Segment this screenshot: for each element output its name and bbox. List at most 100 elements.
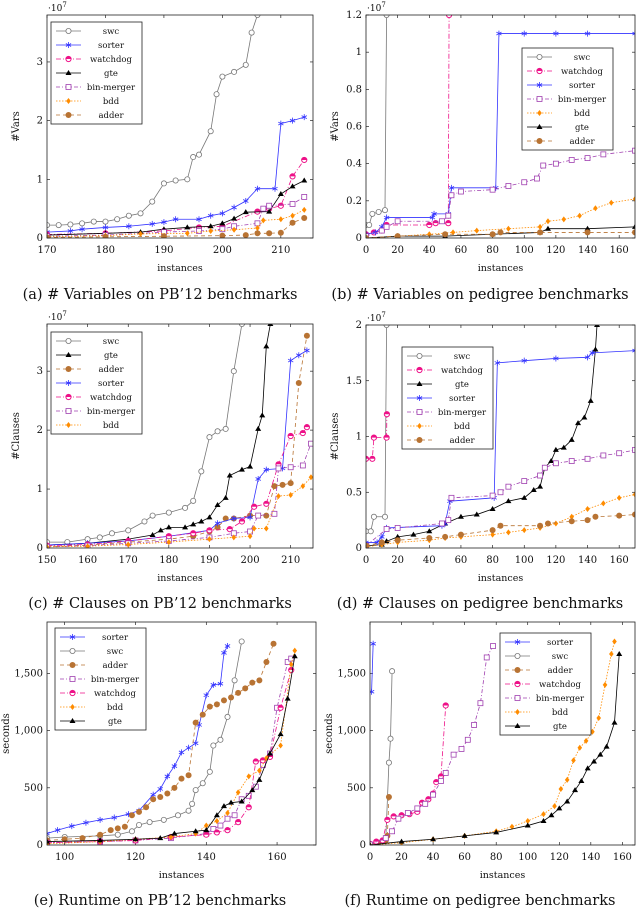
data-point-gte xyxy=(157,835,164,841)
data-point-adder xyxy=(256,677,263,684)
data-point-adder xyxy=(394,233,401,238)
data-point-bin-merger xyxy=(217,822,224,829)
data-point-bin-merger xyxy=(458,746,465,752)
data-point-sorter xyxy=(584,30,591,37)
data-point-sorter xyxy=(278,120,284,127)
data-point-sorter xyxy=(214,520,221,527)
data-point-watchdog-fill xyxy=(125,538,131,541)
data-point-adder xyxy=(114,825,121,832)
chart-d: 0 20 40 60 80 100 120 140 160 0 0.5 1 1.5 2 ·107 instan… xyxy=(330,311,636,584)
data-point-bin-merger xyxy=(224,815,231,822)
data-point-gte xyxy=(560,444,567,450)
data-point-swc xyxy=(387,735,394,742)
x-tick-label: 200 xyxy=(241,555,260,566)
data-point-adder xyxy=(378,539,385,546)
x-tick-label: 120 xyxy=(546,245,565,256)
data-point-watchdog-fill xyxy=(438,773,444,777)
data-point-adder xyxy=(270,640,277,647)
data-point-bin-merger xyxy=(252,783,259,790)
data-point-gte xyxy=(256,776,263,782)
data-point-bin-merger xyxy=(505,183,512,189)
data-point-sorter xyxy=(219,210,226,217)
data-point-swc xyxy=(136,821,143,828)
data-point-bin-merger xyxy=(422,800,429,807)
data-point-swc xyxy=(199,780,206,787)
data-point-watchdog-fill xyxy=(190,530,196,534)
series-line-bdd xyxy=(47,209,305,238)
data-point-adder xyxy=(254,230,261,237)
data-point-bin-merger xyxy=(382,835,389,842)
data-point-gte xyxy=(255,425,262,431)
data-point-bin-merger xyxy=(395,815,402,822)
legend-marker-bdd xyxy=(515,709,520,715)
data-point-bdd xyxy=(525,817,531,824)
legend-label: sorter xyxy=(102,633,129,643)
legend-marker-sorter xyxy=(416,395,423,401)
legend-label: bdd xyxy=(574,109,591,119)
data-point-gte xyxy=(242,209,249,215)
series-line-bdd xyxy=(366,494,635,548)
caption-a: (a) # Variables on PB’12 benchmarks xyxy=(22,287,298,303)
legend-marker-swc xyxy=(65,27,72,34)
data-point-sorter xyxy=(224,643,231,650)
data-point-bin-merger xyxy=(299,462,306,469)
data-point-adder xyxy=(489,527,496,534)
data-point-swc xyxy=(206,768,213,775)
data-point-watchdog-fill xyxy=(300,430,306,434)
data-point-bdd xyxy=(609,651,614,658)
data-point-sorter xyxy=(289,117,296,124)
data-point-swc xyxy=(231,68,238,75)
data-point-adder xyxy=(568,518,575,525)
data-point-bin-merger xyxy=(260,205,267,212)
data-point-bdd xyxy=(47,543,50,548)
x-tick-label: 60 xyxy=(458,852,471,863)
data-point-swc xyxy=(222,425,229,432)
data-point-bin-merger xyxy=(489,492,496,499)
data-point-gte xyxy=(289,183,296,189)
data-point-sorter xyxy=(210,681,217,688)
data-point-bin-merger xyxy=(378,227,385,234)
data-point-swc xyxy=(217,736,224,743)
data-point-gte xyxy=(184,224,191,230)
data-point-bin-merger xyxy=(464,736,471,743)
x-tick-label: 0 xyxy=(367,852,373,863)
data-point-bin-merger xyxy=(287,464,294,471)
data-point-sorter xyxy=(254,185,261,192)
data-point-bdd xyxy=(85,543,90,548)
data-point-bin-merger xyxy=(541,464,548,471)
x-axis-label: instances xyxy=(480,870,526,881)
data-point-sorter xyxy=(231,515,237,522)
data-point-gte xyxy=(157,527,164,533)
series-line-sorter xyxy=(47,116,305,233)
series-adder xyxy=(47,215,308,238)
data-point-bin-merger xyxy=(600,151,607,158)
legend-marker-bin-merger xyxy=(69,676,76,682)
caption-b: (b) # Variables on pedigree benchmarks xyxy=(331,287,629,303)
y-axis-label: #Clauses xyxy=(11,412,22,460)
y-axis-label: seconds xyxy=(1,713,12,754)
x-tick-label: 100 xyxy=(515,245,534,256)
data-point-gte xyxy=(182,524,189,530)
data-point-swc xyxy=(79,220,86,227)
data-point-bdd xyxy=(207,536,212,543)
data-point-adder xyxy=(497,522,504,529)
data-point-watchdog-fill xyxy=(371,435,377,438)
y-tick-label: 0.2 xyxy=(346,196,362,207)
data-point-watchdog-fill xyxy=(224,827,231,831)
data-point-adder xyxy=(385,793,392,800)
x-tick-label: 100 xyxy=(55,852,74,863)
data-point-swc xyxy=(224,713,231,720)
data-point-gte xyxy=(47,838,50,844)
data-point-bin-merger xyxy=(301,194,308,200)
data-point-gte xyxy=(457,513,464,519)
data-point-gte xyxy=(568,436,575,442)
series-bdd xyxy=(366,491,635,548)
data-point-adder xyxy=(295,379,302,386)
data-point-sorter xyxy=(379,533,385,540)
data-point-swc xyxy=(381,513,388,520)
data-point-swc xyxy=(367,528,374,535)
legend-marker-bdd xyxy=(417,423,422,429)
legend-marker-adder xyxy=(69,662,76,668)
y-tick-label: 0.5 xyxy=(346,487,362,498)
legend-marker-bin-merger xyxy=(65,84,72,90)
